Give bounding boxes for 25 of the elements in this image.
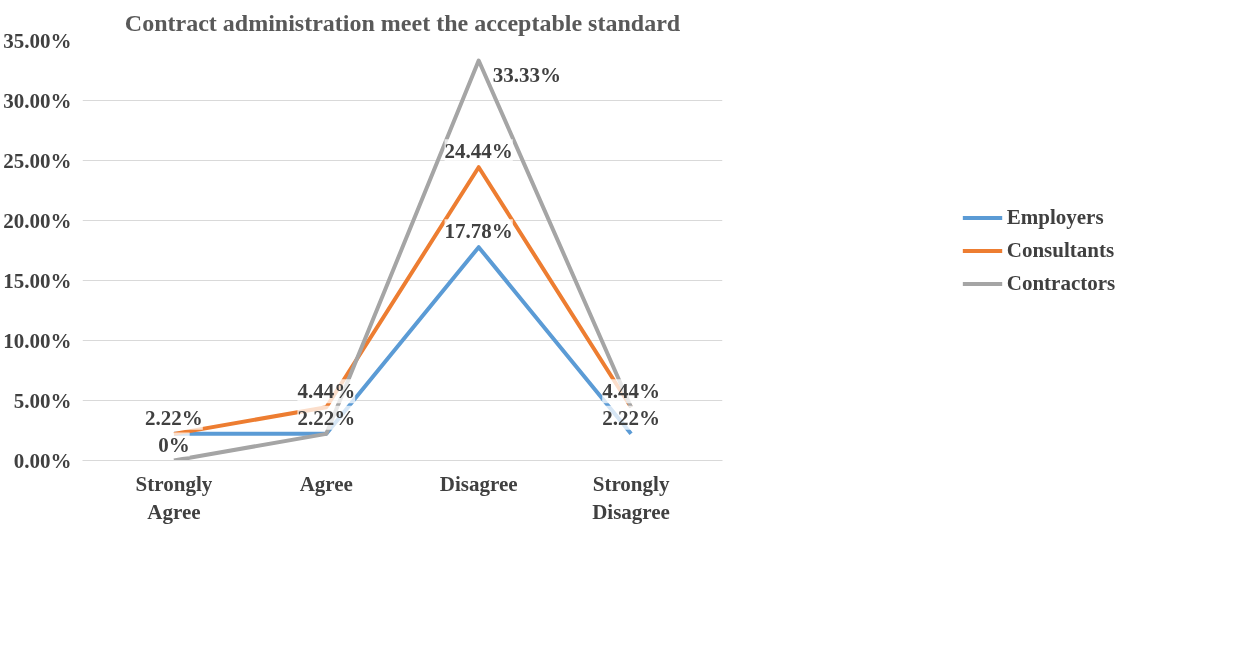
x-tick-label: Strongly Agree — [135, 471, 213, 525]
data-label: 4.44% — [297, 379, 356, 404]
x-tick-label: Agree — [299, 471, 353, 496]
y-tick-label: 5.00% — [13, 388, 72, 413]
y-tick-label: 10.00% — [3, 328, 72, 353]
y-tick-label: 25.00% — [3, 148, 72, 173]
legend-label: Contractors — [1006, 270, 1116, 296]
y-tick-label: 15.00% — [3, 268, 72, 293]
chart-title: Contract administration meet the acceptable standard — [124, 9, 681, 36]
data-label: 2.22% — [145, 405, 203, 430]
y-tick-label: 30.00% — [3, 88, 72, 113]
y-tick-label: 0.00% — [13, 448, 72, 473]
data-label: 33.33% — [492, 62, 561, 87]
data-label: 2.22% — [602, 405, 660, 430]
y-tick-label: 35.00% — [3, 28, 72, 53]
data-label: 2.22% — [297, 405, 356, 430]
legend-label: Consultants — [1006, 237, 1115, 263]
data-label: 17.78% — [444, 219, 513, 244]
y-tick-label: 20.00% — [3, 208, 72, 233]
x-tick-label: Strongly Disagree — [592, 471, 670, 525]
data-label: 4.44% — [602, 379, 660, 404]
data-label: 24.44% — [444, 139, 513, 164]
x-tick-label: Disagree — [439, 471, 518, 496]
legend-label: Employers — [1006, 204, 1104, 230]
data-label: 0% — [158, 432, 190, 457]
